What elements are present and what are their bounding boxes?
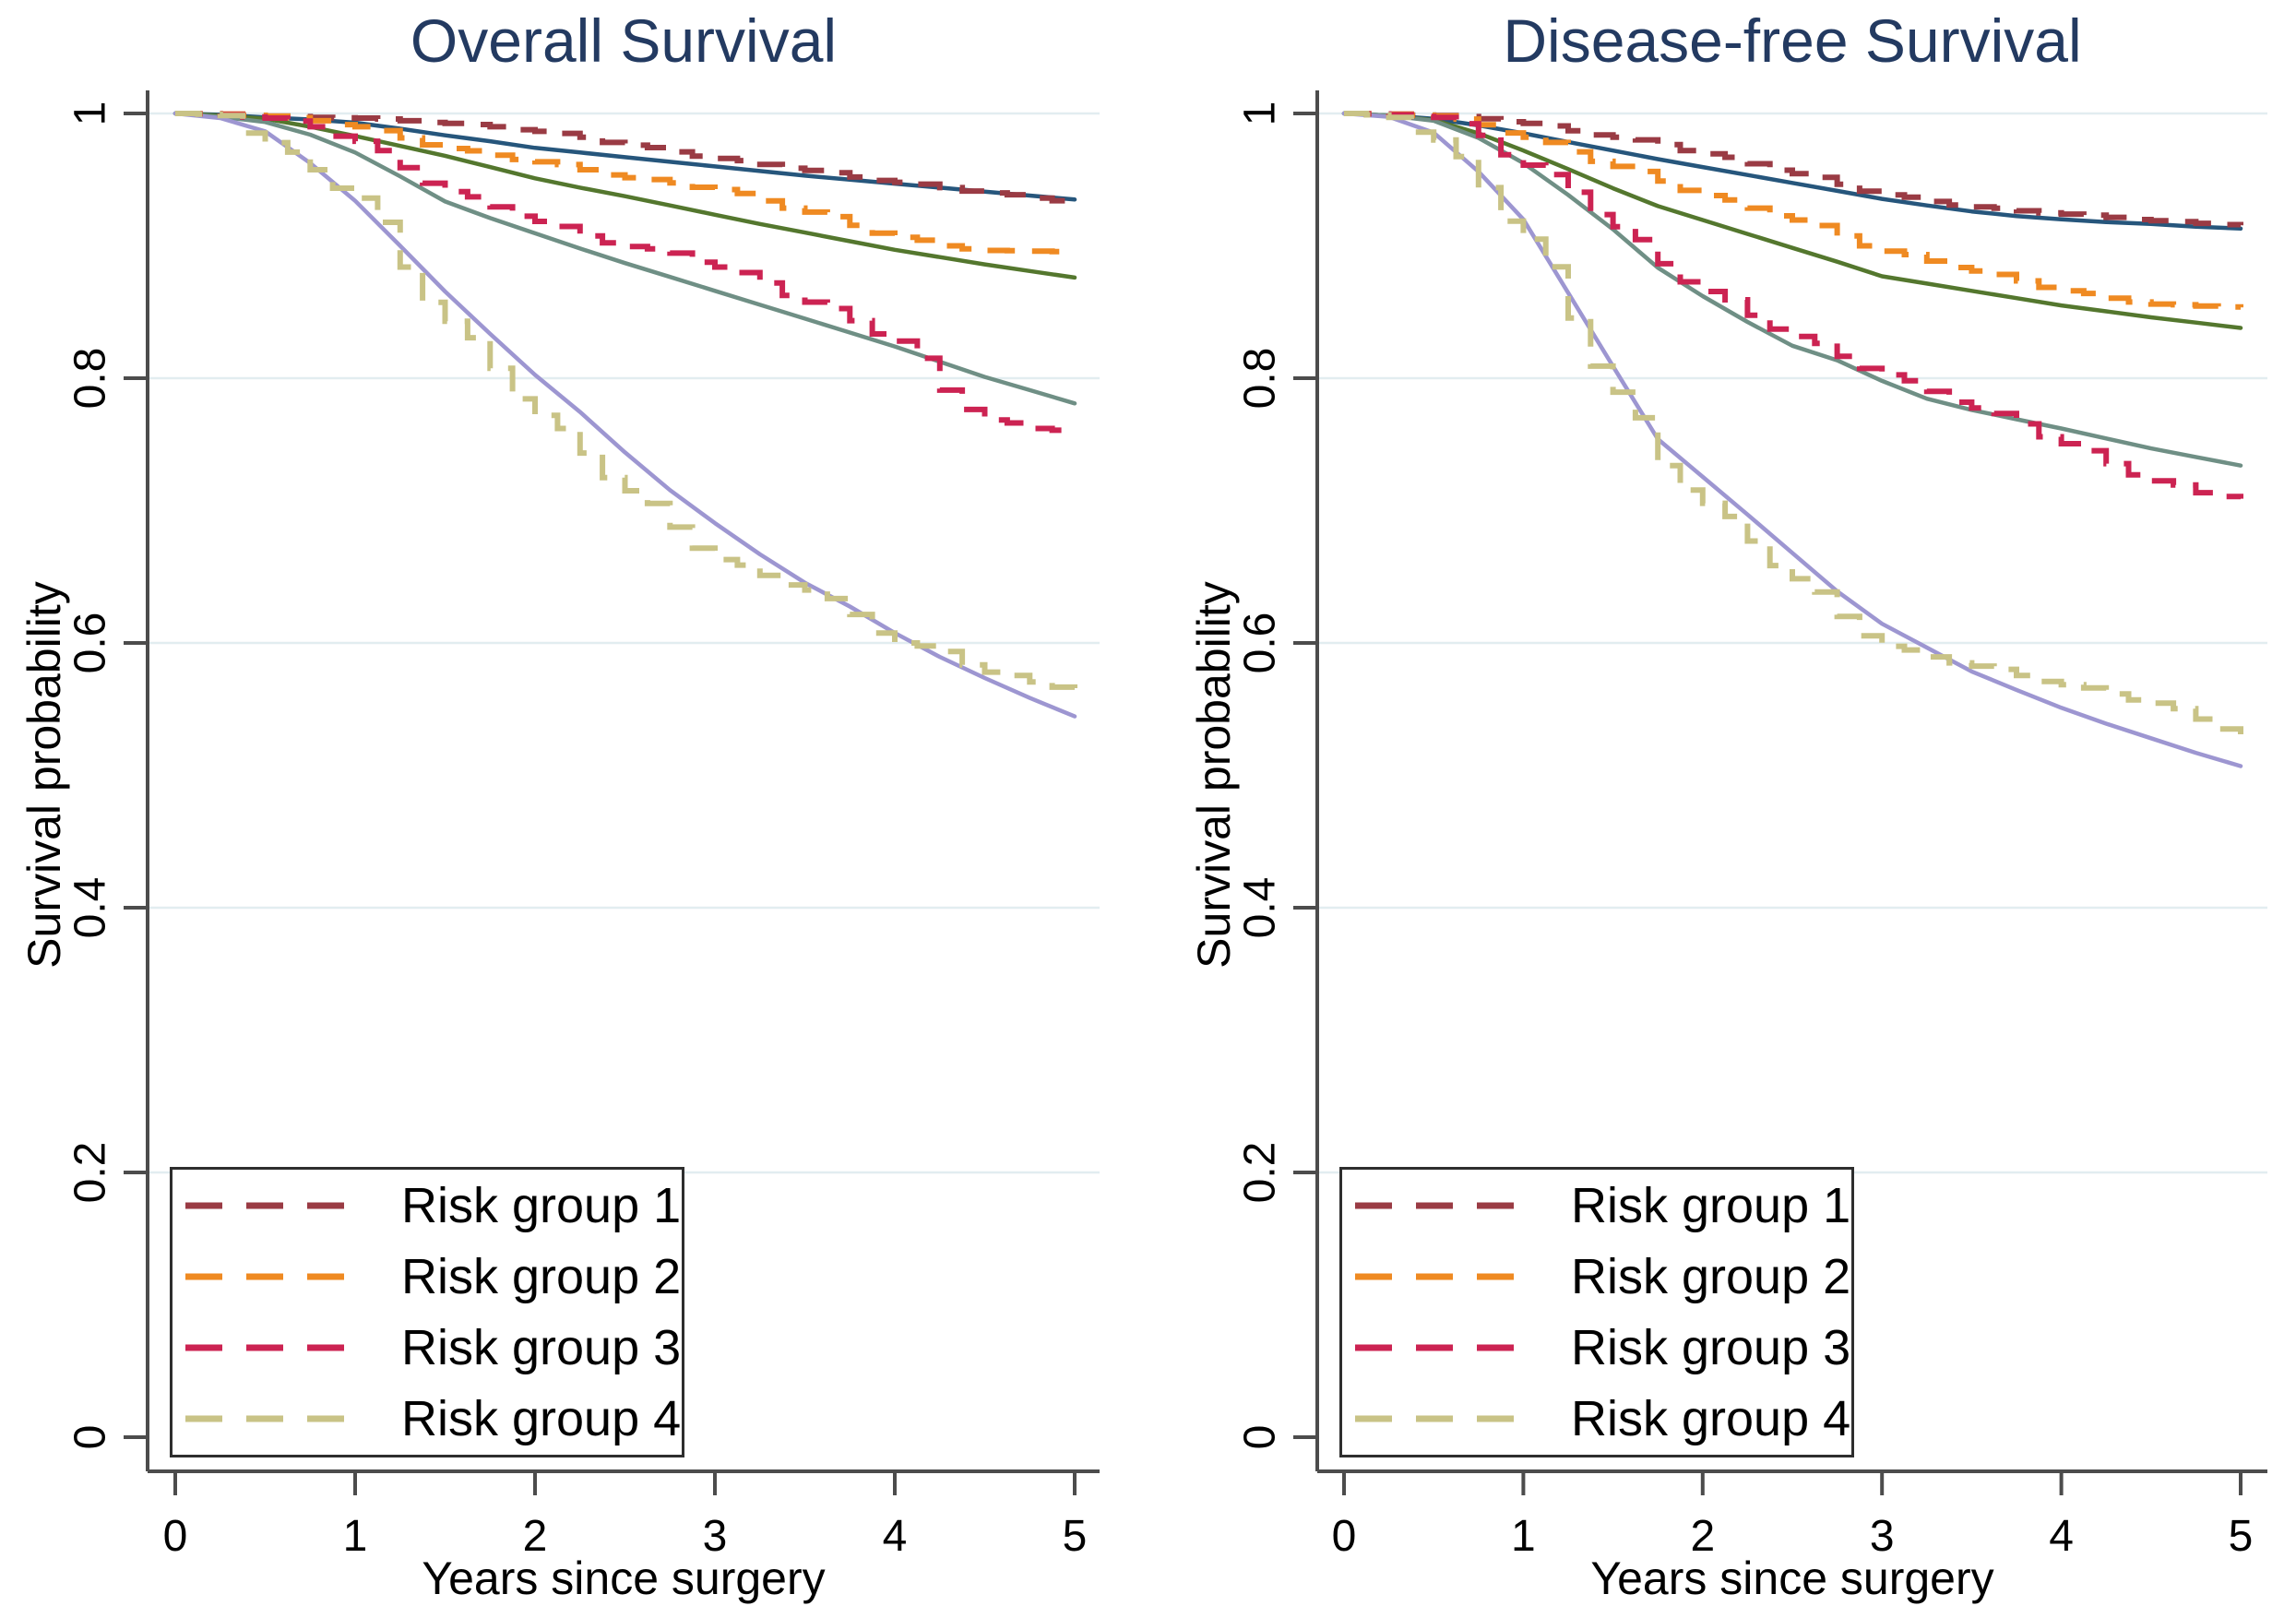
legend-dashed-line-swatch [1355,1344,1530,1351]
panel-title-disease-free-survival: Disease-free Survival [1503,6,2082,75]
y-tick-label-0: 0 [65,1424,115,1450]
y-tick-label-1: 1 [1235,101,1285,126]
y-tick-label-0.4: 0.4 [65,876,115,939]
x-tick-label-1: 1 [1511,1512,1536,1561]
fitted-curve-risk-group-3-fitted- [172,111,1077,406]
legend-dashed-line-swatch [185,1415,361,1422]
legend-label: Risk group 4 [401,1391,682,1447]
km-curve-risk-group-1-observed- [175,111,1077,204]
legend-label: Risk group 4 [1571,1391,1851,1447]
km-curve-risk-group-3-observed- [1344,111,2243,500]
x-axis-title-left: Years since surgery [422,1552,826,1604]
legend-dashed-line-swatch [1355,1202,1530,1209]
legend-item-risk-group-4: Risk group 4 [172,1390,682,1447]
legend-label: Risk group 3 [401,1320,682,1376]
y-axis-title-left: Survival probability [18,581,70,969]
km-curve-risk-group-4-observed- [175,111,1077,690]
legend-item-risk-group-2: Risk group 2 [172,1248,682,1305]
y-tick-label-0.6: 0.6 [65,612,115,674]
y-tick-label-0.6: 0.6 [1235,612,1285,674]
x-tick-label-1: 1 [342,1512,368,1561]
x-tick-label-5: 5 [1062,1512,1088,1561]
km-curve-risk-group-4-observed- [1344,111,2243,734]
x-tick-label-0: 0 [1331,1512,1357,1561]
fitted-curve-risk-group-4-fitted- [172,111,1077,719]
legend-label: Risk group 2 [1571,1248,1851,1304]
fitted-curve-risk-group-2-fitted- [172,111,1077,280]
fitted-curve-risk-group-3-fitted- [1341,111,2243,468]
fitted-curve-risk-group-2-fitted- [1341,111,2243,330]
x-tick-label-3: 3 [1869,1512,1895,1561]
y-tick-label-1: 1 [65,101,115,126]
y-tick-label-0.2: 0.2 [65,1141,115,1204]
panel-title-overall-survival: Overall Survival [410,6,838,75]
x-tick-label-0: 0 [162,1512,188,1561]
legend-dashed-line-swatch [185,1273,361,1280]
y-tick-label-0.4: 0.4 [1235,876,1285,939]
x-axis-title-right: Years since surgery [1590,1552,1994,1604]
km-curve-risk-group-2-observed- [1344,111,2243,310]
x-tick-label-4: 4 [2049,1512,2074,1561]
legend-item-risk-group-2: Risk group 2 [1342,1248,1851,1305]
legend-item-risk-group-4: Risk group 4 [1342,1390,1851,1447]
x-tick-label-4: 4 [882,1512,908,1561]
fitted-curve-risk-group-1-fitted- [1341,111,2243,232]
km-curve-risk-group-2-observed- [175,111,1077,255]
legend-label: Risk group 2 [401,1248,682,1304]
x-tick-label-5: 5 [2228,1512,2254,1561]
x-tick-label-3: 3 [702,1512,728,1561]
legend-item-risk-group-1: Risk group 1 [172,1177,682,1234]
legend-item-risk-group-1: Risk group 1 [1342,1177,1851,1234]
y-tick-label-0.8: 0.8 [65,347,115,410]
legend-right-panel: Risk group 1 Risk group 2 Risk group 3 Risk… [1339,1167,1854,1457]
y-tick-label-0.2: 0.2 [1235,1141,1285,1204]
y-tick-label-0: 0 [1235,1424,1285,1450]
legend-item-risk-group-3: Risk group 3 [172,1319,682,1376]
legend-dashed-line-swatch [1355,1273,1530,1280]
y-axis-title-right: Survival probability [1188,581,1240,969]
km-curve-risk-group-1-observed- [1344,111,2243,228]
y-tick-label-0.8: 0.8 [1235,347,1285,410]
x-tick-label-2: 2 [522,1512,548,1561]
legend-left-panel: Risk group 1 Risk group 2 Risk group 3 Risk… [170,1167,684,1457]
legend-dashed-line-swatch [185,1202,361,1209]
x-tick-label-2: 2 [1690,1512,1716,1561]
legend-label: Risk group 3 [1571,1320,1851,1376]
legend-dashed-line-swatch [1355,1415,1530,1422]
fitted-curve-risk-group-4-fitted- [1341,111,2243,768]
legend-item-risk-group-3: Risk group 3 [1342,1319,1851,1376]
legend-dashed-line-swatch [185,1344,361,1351]
km-curve-risk-group-3-observed- [175,111,1077,434]
legend-label: Risk group 1 [401,1177,682,1233]
legend-label: Risk group 1 [1571,1177,1851,1233]
